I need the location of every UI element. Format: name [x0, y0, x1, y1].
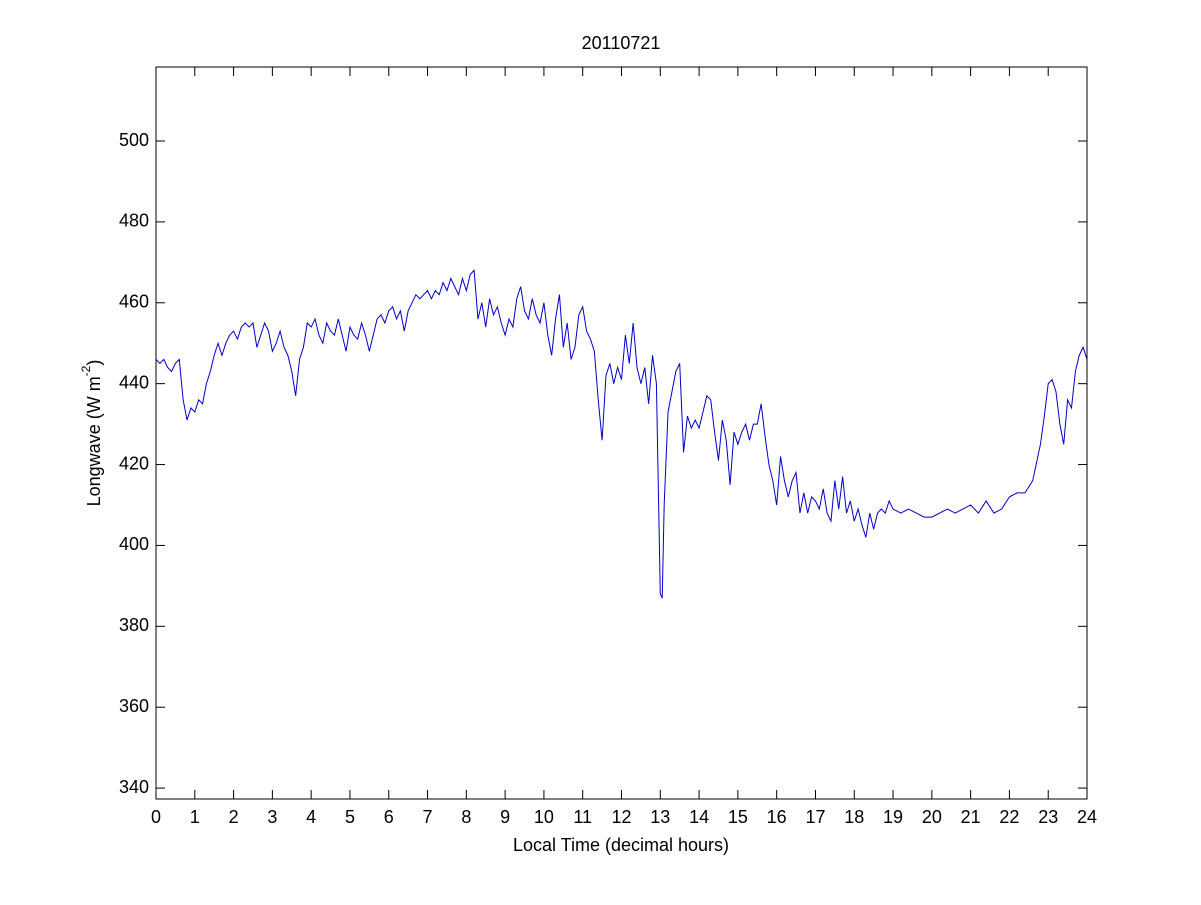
x-tick-label: 23 [1038, 807, 1058, 827]
x-tick-label: 12 [611, 807, 631, 827]
x-tick-label: 2 [229, 807, 239, 827]
x-tick-label: 4 [306, 807, 316, 827]
x-tick-label: 11 [573, 807, 592, 827]
x-tick-label: 18 [844, 807, 864, 827]
y-label-part: ) [84, 360, 104, 366]
x-axis-label: Local Time (decimal hours) [513, 835, 729, 855]
x-tick-label: 20 [922, 807, 942, 827]
x-tick-label: 24 [1077, 807, 1097, 827]
y-tick-label: 380 [119, 615, 149, 635]
y-tick-label: 360 [119, 696, 149, 716]
y-axis-label: Longwave (W m-2) [79, 360, 104, 507]
x-tick-label: 9 [500, 807, 510, 827]
x-tick-label: 22 [999, 807, 1019, 827]
y-tick-label: 500 [119, 130, 149, 150]
x-tick-label: 17 [805, 807, 825, 827]
y-tick-label: 480 [119, 211, 149, 231]
x-tick-label: 15 [728, 807, 748, 827]
y-label-sup: -2 [79, 365, 93, 376]
x-tick-label: 7 [423, 807, 433, 827]
x-tick-label: 3 [267, 807, 277, 827]
data-line [155, 269, 1088, 599]
y-tick-label: 420 [119, 453, 149, 473]
y-tick-label: 460 [119, 292, 149, 312]
x-tick-label: 19 [883, 807, 903, 827]
x-tick-label: 5 [345, 807, 355, 827]
x-tick-label: 16 [767, 807, 787, 827]
x-tick-label: 1 [190, 807, 200, 827]
x-tick-label: 0 [151, 807, 161, 827]
y-label-part: Longwave (W m [84, 376, 104, 506]
x-tick-label: 13 [650, 807, 670, 827]
x-tick-label: 10 [534, 807, 554, 827]
y-tick-label: 340 [119, 777, 149, 797]
x-tick-label: 21 [961, 807, 981, 827]
x-tick-label: 8 [461, 807, 471, 827]
chart-title: 20110721 [582, 33, 661, 53]
x-tick-label: 6 [384, 807, 394, 827]
y-tick-label: 440 [119, 372, 149, 392]
x-tick-label: 14 [689, 807, 709, 827]
y-tick-label: 400 [119, 534, 149, 554]
